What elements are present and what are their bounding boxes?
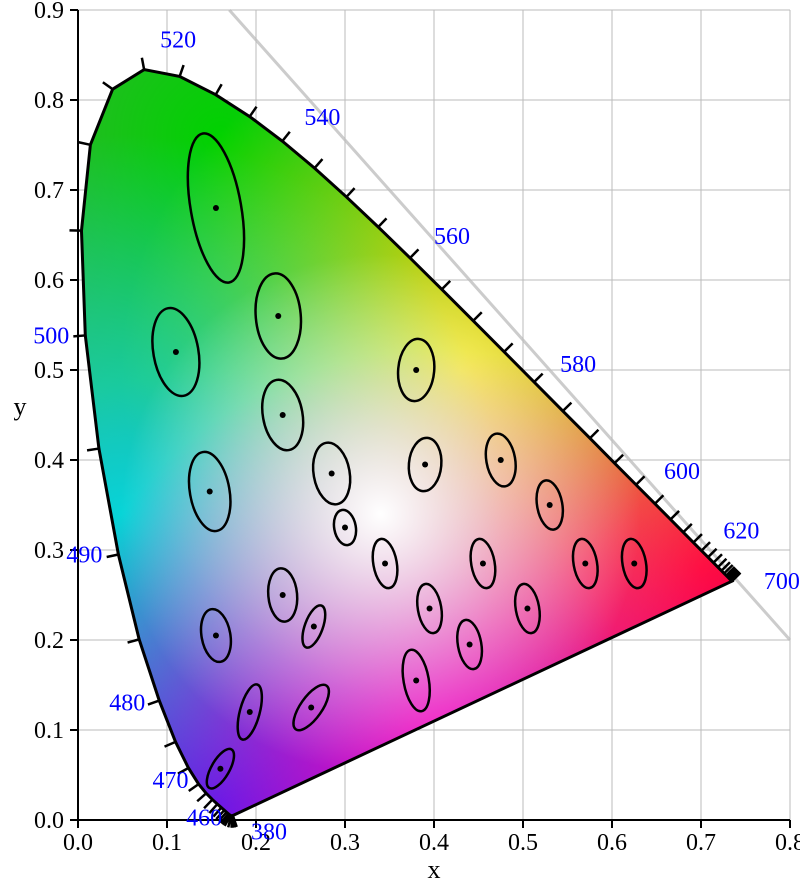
x-tick-label: 0.1 [152, 830, 182, 856]
y-axis-label: y [14, 392, 27, 421]
chromaticity-diagram: 0.00.10.20.30.40.50.60.70.80.00.10.20.30… [0, 0, 800, 884]
ellipse-center-dot [247, 709, 253, 715]
ellipse-center-dot [329, 471, 335, 477]
ellipse-center-dot [280, 412, 286, 418]
ellipse-center-dot [207, 489, 213, 495]
ellipse-center-dot [422, 462, 428, 468]
wavelength-label: 600 [664, 459, 700, 485]
y-tick-label: 0.5 [34, 358, 64, 384]
y-tick-label: 0.4 [34, 448, 64, 474]
ellipse-center-dot [280, 592, 286, 598]
ellipse-center-dot [275, 313, 281, 319]
wavelength-label: 460 [186, 805, 222, 831]
ellipse-center-dot [631, 561, 637, 567]
wavelength-label: 700 [764, 569, 800, 595]
ellipse-center-dot [173, 349, 179, 355]
ellipse-center-dot [467, 642, 473, 648]
x-tick-label: 0.5 [508, 830, 538, 856]
wavelength-label: 580 [560, 352, 596, 378]
ellipse-center-dot [524, 606, 530, 612]
y-tick-label: 0.6 [34, 268, 64, 294]
ellipse-center-dot [582, 561, 588, 567]
wavelength-label: 560 [434, 224, 470, 250]
wavelength-label: 380 [251, 820, 287, 846]
x-tick-label: 0.4 [419, 830, 449, 856]
x-tick-label: 0.3 [330, 830, 360, 856]
wavelength-label: 620 [723, 519, 759, 545]
ellipse-center-dot [413, 367, 419, 373]
ellipse-center-dot [413, 678, 419, 684]
wavelength-label: 540 [304, 105, 340, 131]
y-tick-label: 0.1 [34, 718, 64, 744]
ellipse-center-dot [213, 633, 219, 639]
x-tick-label: 0.7 [686, 830, 716, 856]
wavelength-label: 520 [160, 28, 196, 54]
wavelength-label: 480 [109, 691, 145, 717]
ellipse-center-dot [547, 502, 553, 508]
y-tick-label: 0.3 [34, 538, 64, 564]
wavelength-label: 470 [152, 768, 188, 794]
ellipse-center-dot [427, 606, 433, 612]
ellipse-center-dot [308, 705, 314, 711]
y-tick-label: 0.9 [34, 0, 64, 24]
ellipse-center-dot [382, 561, 388, 567]
ellipse-center-dot [342, 525, 348, 531]
x-axis-label: x [428, 855, 441, 884]
x-tick-label: 0.0 [63, 830, 93, 856]
ellipse-center-dot [311, 624, 317, 630]
ellipse-center-dot [498, 457, 504, 463]
ellipse-center-dot [217, 766, 223, 772]
wavelength-label: 500 [33, 323, 69, 349]
wavelength-label: 490 [66, 543, 102, 569]
y-tick-label: 0.8 [34, 88, 64, 114]
x-tick-label: 0.8 [775, 830, 800, 856]
y-tick-label: 0.0 [34, 808, 64, 834]
ellipse-center-dot [213, 205, 219, 211]
y-tick-label: 0.2 [34, 628, 64, 654]
x-tick-label: 0.6 [597, 830, 627, 856]
y-tick-label: 0.7 [34, 178, 64, 204]
ellipse-center-dot [480, 561, 486, 567]
